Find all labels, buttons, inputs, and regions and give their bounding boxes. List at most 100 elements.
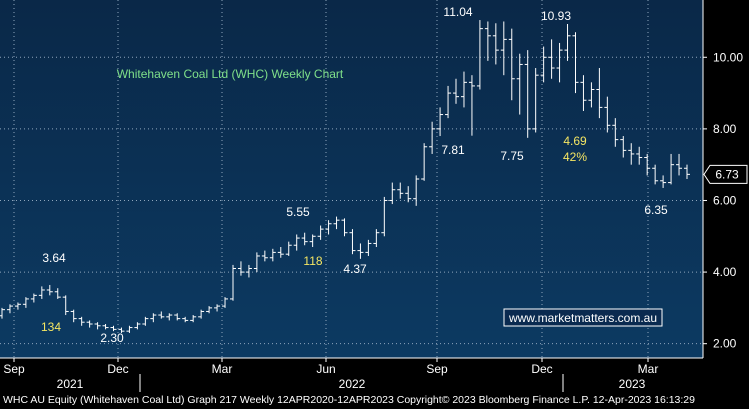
y-tick-label: 4.00 <box>713 265 737 279</box>
annotation-low-sep: 7.81 <box>441 143 465 157</box>
ohlc-bar <box>652 164 659 185</box>
annotation-high-sep: 11.04 <box>443 5 472 19</box>
plot-background <box>0 0 703 358</box>
ohlc-bar <box>532 68 539 133</box>
ohlc-bar <box>524 50 531 138</box>
ohlc-bar <box>6 304 13 314</box>
price-bars <box>0 20 690 333</box>
chart-canvas: Whitehaven Coal Ltd (WHC) Weekly Chart 2… <box>0 0 749 392</box>
ohlc-bar <box>572 32 579 94</box>
ohlc-bar <box>190 315 197 323</box>
ohlc-bar <box>365 239 372 256</box>
ohlc-bar <box>405 186 412 203</box>
ohlc-bar <box>660 175 667 188</box>
annotation-move-118: 118 <box>303 254 322 268</box>
x-axis-ticks: Sep Dec Mar Jun Sep Dec Mar 2021 2022 2023 <box>3 358 658 392</box>
ohlc-bar <box>261 250 268 262</box>
ohlc-bar <box>684 164 690 179</box>
x-month-label: Dec <box>531 362 552 376</box>
ohlc-bar <box>373 229 380 248</box>
ohlc-bar <box>301 232 308 246</box>
ohlc-bar <box>134 322 141 330</box>
ohlc-bar <box>453 78 460 104</box>
ohlc-bar <box>676 153 683 176</box>
x-month-label: Dec <box>107 362 128 376</box>
annotation-low-nov: 7.75 <box>500 149 524 163</box>
ohlc-bar <box>476 20 483 90</box>
x-month-label: Jun <box>316 362 335 376</box>
ohlc-bar <box>540 46 547 83</box>
ohlc-bar <box>285 241 292 256</box>
x-month-label: Sep <box>426 362 448 376</box>
ohlc-bar <box>644 153 651 176</box>
ohlc-bar <box>46 284 53 296</box>
x-year-label: 2022 <box>339 377 366 391</box>
ohlc-bar <box>229 264 236 301</box>
ohlc-bar <box>214 304 221 312</box>
x-month-label: Mar <box>212 362 233 376</box>
ohlc-bar <box>94 322 101 330</box>
bloomberg-footer: WHC AU Equity (Whitehaven Coal Ltd) Grap… <box>0 392 749 409</box>
ohlc-bar <box>596 68 603 119</box>
footer-text: WHC AU Equity (Whitehaven Coal Ltd) Grap… <box>3 394 695 406</box>
ohlc-bar <box>636 146 643 165</box>
ohlc-bar <box>102 323 109 330</box>
ohlc-bar <box>548 39 555 79</box>
ohlc-bar <box>508 28 515 101</box>
ohlc-bar <box>166 313 173 321</box>
ohlc-bar <box>78 316 85 326</box>
y-tick-label: 10.00 <box>713 50 743 64</box>
ohlc-bar <box>62 295 69 316</box>
ohlc-bar <box>484 21 491 61</box>
x-month-label: Mar <box>638 362 659 376</box>
annotation-low-mar: 6.35 <box>644 203 668 217</box>
ohlc-bar <box>245 264 252 278</box>
y-tick-label: 6.00 <box>713 193 737 207</box>
ohlc-bar <box>198 309 205 319</box>
ohlc-bar <box>237 261 244 276</box>
ohlc-bar <box>206 306 213 314</box>
ohlc-bar <box>413 175 420 206</box>
x-axis-panel <box>0 358 749 392</box>
ohlc-bar <box>182 316 189 323</box>
ohlc-bar <box>588 82 595 108</box>
annotation-high-jun: 5.55 <box>286 205 310 219</box>
ohlc-bar <box>492 23 499 65</box>
ohlc-bar <box>253 252 260 273</box>
annotation-drop-percent: 42% <box>563 150 587 164</box>
ohlc-bar <box>0 307 5 319</box>
ohlc-bar <box>580 75 587 111</box>
ohlc-bar <box>126 325 133 333</box>
ohlc-bar <box>612 118 619 147</box>
ohlc-bar <box>333 216 340 230</box>
ohlc-bar <box>437 107 444 137</box>
ohlc-bar <box>142 316 149 326</box>
annotation-high-dec: 10.93 <box>541 9 571 23</box>
y-tick-label: 2.00 <box>713 337 737 351</box>
ohlc-bar <box>341 218 348 237</box>
annotation-high-2021: 3.64 <box>42 251 66 265</box>
ohlc-bar <box>118 327 125 333</box>
x-month-label: Sep <box>3 362 25 376</box>
ohlc-bar <box>158 311 165 319</box>
ohlc-bar <box>381 196 388 237</box>
x-year-label: 2021 <box>57 377 84 391</box>
y-axis-ticks: 2.00 4.00 6.00 8.00 10.00 <box>703 50 743 351</box>
ohlc-bar <box>357 243 364 259</box>
ohlc-bar <box>174 313 181 321</box>
annotation-drop-amount: 4.69 <box>563 134 587 148</box>
ohlc-bar <box>421 143 428 181</box>
ohlc-bar <box>429 121 436 154</box>
ohlc-bar <box>604 96 611 133</box>
ohlc-bar <box>445 85 452 119</box>
annotation-low-2021: 2.30 <box>100 331 124 345</box>
annotation-low-jun: 4.37 <box>343 262 367 276</box>
ohlc-bar <box>70 309 77 323</box>
ohlc-bar <box>277 247 284 258</box>
ohlc-bar <box>460 71 467 108</box>
ohlc-bar <box>397 182 404 199</box>
ohlc-bar <box>293 234 300 251</box>
ohlc-bar <box>222 297 229 308</box>
ohlc-bar <box>468 75 475 136</box>
x-year-label: 2023 <box>619 377 646 391</box>
